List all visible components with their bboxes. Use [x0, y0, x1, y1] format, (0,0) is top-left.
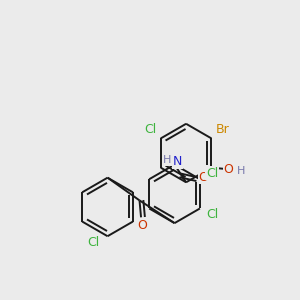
Text: Cl: Cl	[206, 208, 218, 221]
Text: Cl: Cl	[206, 167, 218, 180]
Text: Cl: Cl	[144, 123, 156, 136]
Text: Br: Br	[215, 123, 229, 136]
Text: O: O	[199, 171, 208, 184]
Text: O: O	[224, 163, 233, 176]
Text: H: H	[236, 166, 245, 176]
Text: O: O	[138, 218, 148, 232]
Text: N: N	[173, 155, 182, 168]
Text: Cl: Cl	[88, 236, 100, 249]
Text: H: H	[163, 155, 171, 165]
